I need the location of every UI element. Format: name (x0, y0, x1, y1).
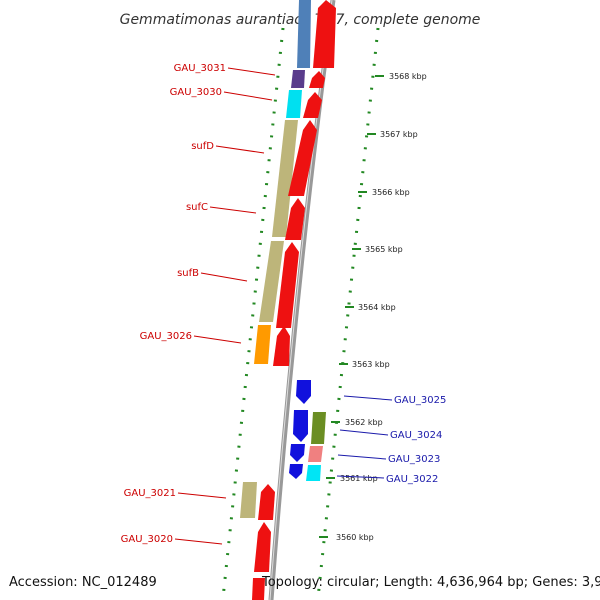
gene-label-gau-3026: GAU_3026 (140, 331, 192, 342)
gene-label-sufc: sufC (186, 202, 208, 213)
kbp-label: 3564 kbp (358, 303, 396, 312)
cog-block (286, 90, 302, 118)
leader-line (174, 538, 223, 545)
gene-label-gau-3031: GAU_3031 (174, 63, 226, 74)
kbp-label: 3568 kbp (389, 72, 427, 81)
topology-text: Topology: circular; Length: 4,636,964 bp… (261, 575, 600, 590)
forward-gene-arrow (303, 92, 322, 118)
forward-gene-arrow (252, 578, 265, 600)
leader-line (200, 272, 248, 282)
cog-block (306, 465, 321, 481)
leader-line (223, 91, 273, 101)
cog-track (240, 0, 311, 518)
leader-line (215, 145, 265, 154)
leader-line (209, 206, 257, 214)
forward-gene-arrow (276, 242, 299, 328)
leader-line (339, 429, 389, 436)
forward-gene-arrow (309, 71, 325, 88)
gene-label-gau-3021: GAU_3021 (124, 488, 176, 499)
reverse-gene-arrow (289, 464, 303, 479)
forward-gene-arrow (258, 484, 275, 520)
gene-label-gau-3022: GAU_3022 (386, 474, 438, 485)
leader-line (177, 492, 227, 499)
right-gene-labels: GAU_3025 GAU_3024 GAU_3023 GAU_3022 (336, 395, 446, 485)
leader-line (337, 454, 387, 460)
leader-line (336, 475, 385, 479)
cog-block (311, 412, 326, 444)
gene-label-gau-3023: GAU_3023 (388, 454, 440, 465)
gene-label-gau-3025: GAU_3025 (394, 395, 446, 406)
accession-text: Accession: NC_012489 (9, 575, 157, 590)
kbp-scale: 3568 kbp 3567 kbp 3566 kbp 3565 kbp 3564… (319, 72, 427, 542)
kbp-label: 3567 kbp (380, 130, 418, 139)
cog-block (272, 120, 298, 237)
forward-gene-arrow (273, 326, 290, 366)
kbp-label: 3566 kbp (372, 188, 410, 197)
gc-guide-outer (316, 27, 380, 599)
gene-label-gau-3024: GAU_3024 (390, 430, 442, 441)
leader-line (227, 67, 276, 76)
gene-label-sufd: sufD (191, 141, 214, 152)
reverse-gene-arrow (290, 444, 305, 462)
cog-block (254, 325, 271, 364)
gene-label-gau-3020: GAU_3020 (121, 534, 173, 545)
forward-gene-arrow (254, 522, 271, 572)
kbp-label: 3561 kbp (340, 474, 378, 483)
leader-line (193, 335, 242, 344)
reverse-genes (289, 380, 326, 481)
cog-block (297, 0, 311, 68)
kbp-label: 3563 kbp (352, 360, 390, 369)
kbp-label: 3562 kbp (345, 418, 383, 427)
reverse-gene-arrow (293, 410, 308, 442)
cog-block (240, 482, 257, 518)
cog-block (259, 241, 284, 322)
kbp-label: 3560 kbp (336, 533, 374, 542)
forward-gene-arrow (288, 120, 317, 196)
gene-label-sufb: sufB (177, 268, 199, 279)
gene-label-gau-3030: GAU_3030 (170, 87, 222, 98)
forward-gene-arrow (313, 0, 336, 68)
cog-block (308, 446, 323, 462)
forward-genes (252, 0, 336, 600)
left-gene-labels: GAU_3031 GAU_3030 sufD sufC sufB GAU_302… (121, 63, 276, 545)
cog-block (291, 70, 305, 88)
reverse-gene-arrow (296, 380, 311, 404)
kbp-label: 3565 kbp (365, 245, 403, 254)
forward-gene-arrow (285, 198, 305, 240)
leader-line (343, 395, 393, 401)
